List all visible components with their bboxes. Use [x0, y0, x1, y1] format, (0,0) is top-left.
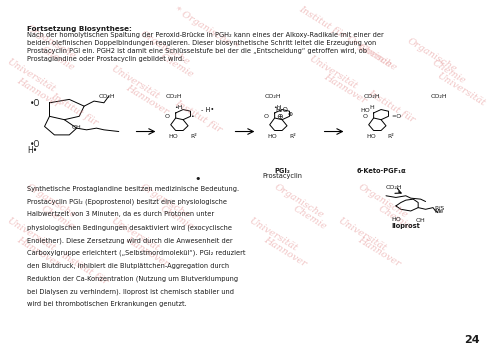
Text: O: O	[164, 114, 170, 119]
Text: ⊕: ⊕	[276, 112, 283, 121]
Text: R²: R²	[190, 134, 198, 139]
Text: CO₂H: CO₂H	[166, 94, 182, 98]
Text: 24: 24	[464, 335, 480, 345]
Text: Prostacyclin PGI₂ (Epoprostenol) besitzt eine physiologische: Prostacyclin PGI₂ (Epoprostenol) besitzt…	[27, 198, 227, 205]
Text: Institut für: Institut für	[173, 98, 224, 134]
Text: Chemie: Chemie	[292, 204, 329, 232]
Text: Hannover: Hannover	[15, 235, 61, 268]
Text: den Blutdruck, inhibiert die Blutplättchen-Aggregation durch: den Blutdruck, inhibiert die Blutplättch…	[27, 263, 230, 269]
Text: Hannover: Hannover	[322, 73, 368, 106]
Text: Hannover: Hannover	[124, 83, 170, 116]
Text: Reduktion der Ca-Konzentration (Nutzung um Blutverklumpung: Reduktion der Ca-Konzentration (Nutzung …	[27, 276, 238, 282]
Text: Chemie: Chemie	[158, 204, 195, 232]
Text: Organische: Organische	[24, 182, 78, 220]
Text: Institut für: Institut für	[366, 88, 416, 124]
Text: Organische: Organische	[138, 182, 192, 220]
Text: HO: HO	[366, 134, 376, 139]
Text: OH: OH	[72, 125, 82, 130]
Text: O: O	[263, 114, 268, 119]
Text: Universität: Universität	[336, 216, 388, 253]
Text: Chemie: Chemie	[158, 52, 195, 79]
Text: Universität: Universität	[109, 216, 160, 253]
Text: •H: •H	[273, 105, 281, 110]
Text: Universität: Universität	[5, 57, 57, 94]
Text: •H: •H	[174, 105, 182, 110]
Text: H•: H•	[27, 146, 38, 155]
Text: R²: R²	[290, 134, 296, 139]
Text: Chemie: Chemie	[40, 204, 76, 232]
Text: Organische: Organische	[138, 30, 192, 67]
Text: Universität: Universität	[436, 71, 487, 108]
Text: •O: •O	[30, 99, 40, 108]
Text: O: O	[362, 114, 367, 119]
Text: Organische: Organische	[272, 182, 325, 220]
Text: Fortsetzung Biosynthese:: Fortsetzung Biosynthese:	[27, 26, 132, 32]
Text: Prostacyclin: Prostacyclin	[262, 173, 302, 179]
Text: Synthetische Prostaglandine besitzen medizinische Bedeutung.: Synthetische Prostaglandine besitzen med…	[27, 186, 240, 192]
Text: Nach der homolytischen Spaltung der Peroxid-Brücke in PGH₂ kann eines der Alkoxy: Nach der homolytischen Spaltung der Pero…	[27, 32, 384, 62]
Text: CO₂H: CO₂H	[386, 185, 402, 190]
Text: physiologischen Bedingungen desaktiviert wird (exocyclische: physiologischen Bedingungen desaktiviert…	[27, 224, 232, 231]
Text: wird bei thrombotischen Erkrankungen genutzt.: wird bei thrombotischen Erkrankungen gen…	[27, 301, 187, 307]
Text: OH: OH	[416, 218, 426, 223]
Text: Iloprost: Iloprost	[392, 223, 420, 229]
Text: Hannover: Hannover	[356, 235, 403, 268]
Text: Carboxylgruppe erleichtert („Selbstmordmolekül“). PGI₂ reduziert: Carboxylgruppe erleichtert („Selbstmordm…	[27, 250, 246, 256]
Text: HO: HO	[391, 217, 400, 222]
Text: R/S: R/S	[434, 205, 445, 210]
Text: Universität: Universität	[109, 64, 160, 101]
Text: bei Dialysen zu verhindern). Iloprost ist chemisch stabiler und: bei Dialysen zu verhindern). Iloprost is…	[27, 288, 234, 295]
Text: •: •	[194, 174, 201, 184]
Text: ⊕: ⊕	[288, 113, 293, 118]
Text: CO₂H: CO₂H	[430, 94, 447, 98]
Text: CO₂H: CO₂H	[99, 94, 116, 98]
Text: Hannover: Hannover	[124, 235, 170, 268]
Text: CO₂H: CO₂H	[265, 94, 281, 98]
Text: HO: HO	[360, 108, 370, 113]
Text: Chemie: Chemie	[430, 59, 467, 86]
Text: H₂O: H₂O	[276, 107, 288, 113]
Text: H: H	[370, 105, 374, 110]
Text: Chemie: Chemie	[356, 42, 393, 69]
Text: Universität: Universität	[307, 54, 358, 91]
Text: Organische: Organische	[24, 23, 78, 61]
Text: PGI₂: PGI₂	[274, 168, 290, 174]
Text: Universität: Universität	[5, 216, 57, 253]
Text: Institut für: Institut für	[50, 91, 100, 127]
Text: Chemie: Chemie	[376, 204, 413, 232]
Text: Enolether). Diese Zersetzung wird durch die Anwesenheit der: Enolether). Diese Zersetzung wird durch …	[27, 237, 233, 244]
Text: HO: HO	[168, 134, 178, 139]
Text: Hannover: Hannover	[15, 76, 61, 109]
Text: - H•: - H•	[201, 107, 214, 113]
Text: Institut für: Institut für	[60, 250, 110, 287]
Text: •: •	[190, 114, 194, 119]
Text: R²: R²	[387, 134, 394, 139]
Text: 6-Keto-PGF₁α: 6-Keto-PGF₁α	[356, 168, 406, 174]
Text: =O: =O	[391, 114, 401, 119]
Text: Organische: Organische	[406, 37, 458, 74]
Text: Chemie: Chemie	[40, 45, 76, 73]
Text: CO₂H: CO₂H	[364, 94, 380, 98]
Text: •O: •O	[30, 139, 40, 149]
Text: Institut für Organische: Institut für Organische	[297, 5, 398, 72]
Text: HO: HO	[267, 134, 277, 139]
Text: Halbwertzeit von 3 Minuten, da es durch Protonen unter: Halbwertzeit von 3 Minuten, da es durch …	[27, 211, 214, 217]
Text: Universität: Universität	[248, 216, 299, 253]
Text: * Organische *: * Organische *	[173, 5, 240, 52]
Text: Hannover: Hannover	[262, 235, 308, 268]
Text: Organische: Organische	[356, 182, 409, 220]
Text: Me: Me	[434, 209, 444, 214]
